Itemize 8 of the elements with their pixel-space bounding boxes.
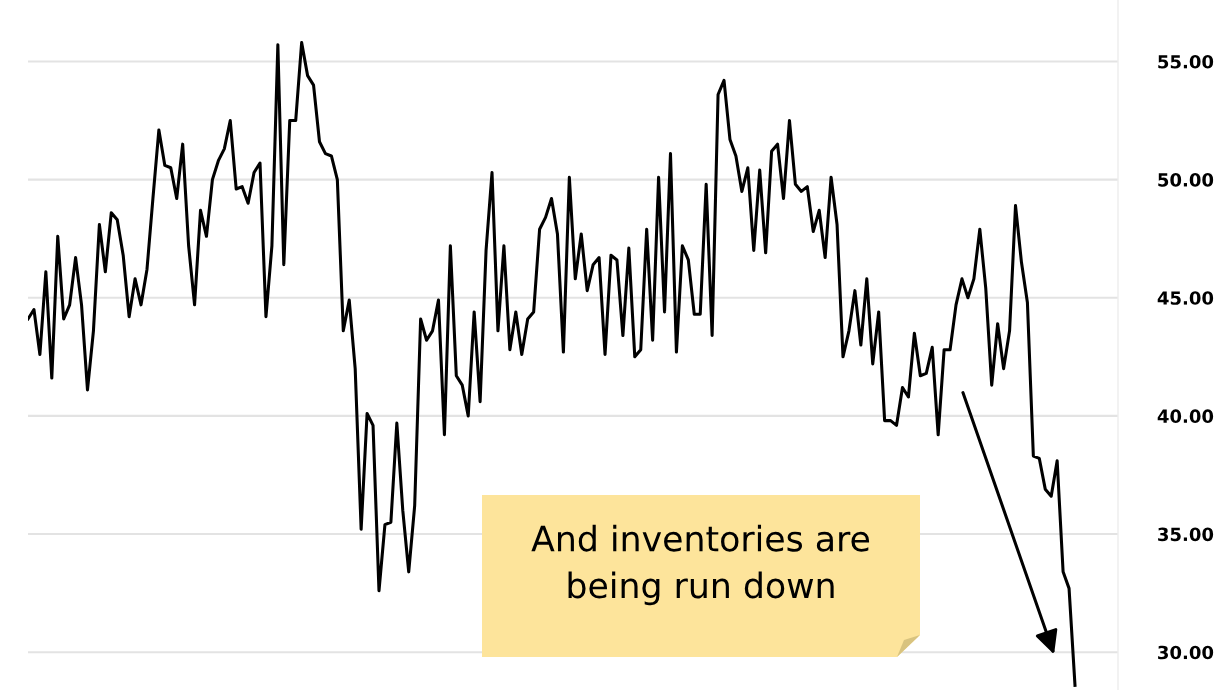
y-tick-label: 45.00 [1157,291,1214,305]
y-tick-label: 30.00 [1158,645,1214,660]
y-tick-label: 35.00 [1158,527,1214,542]
annotation: And inventories are being run down [531,524,870,606]
y-tick-label: 50.00 [1158,173,1214,187]
y-tick-label: 40.00 [1157,409,1214,424]
line-series [28,41,1077,687]
y-tick-label: 55.00 [1158,54,1214,69]
